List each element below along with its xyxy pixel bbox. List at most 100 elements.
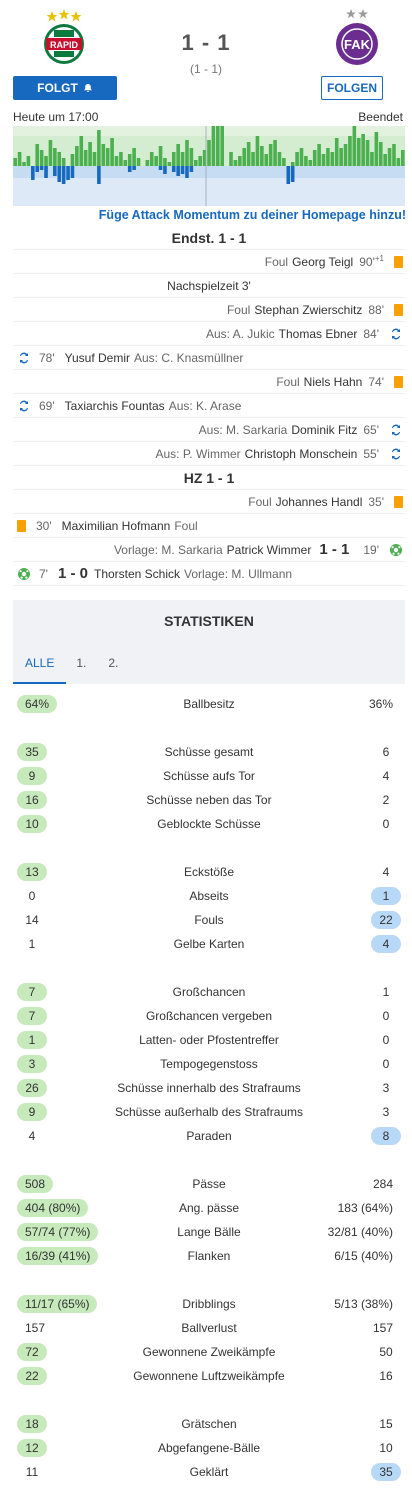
event-extra-time: +1: [374, 254, 384, 263]
momentum-home-bar: [48, 140, 53, 166]
statistics-panel: STATISTIKEN ALLE 1. 2. 64% Ballbesitz 36% 3…: [12, 600, 405, 1484]
stat-label: Grätschen: [181, 1417, 237, 1431]
event-row: Foul Niels Hahn 74': [13, 370, 405, 394]
stat-row: 3 Tempogegenstoss 0: [13, 1052, 405, 1076]
stat-row: 16/39 (41%) Flanken 6/15 (40%): [13, 1244, 405, 1268]
rapid-logo-icon[interactable]: RAPID: [32, 8, 96, 66]
stat-home-value: 64%: [17, 695, 58, 713]
tab-all[interactable]: ALLE: [12, 642, 67, 684]
tab-second-half[interactable]: 2.: [108, 656, 119, 670]
tab-first-half[interactable]: 1.: [76, 656, 87, 670]
substitution-icon: [389, 423, 403, 437]
momentum-away-bar: [35, 166, 40, 172]
event-row: Foul Johannes Handl 35': [13, 490, 405, 514]
stat-label: Geblockte Schüsse: [157, 817, 261, 831]
momentum-home-bar: [365, 140, 370, 166]
substitution-icon: [17, 399, 31, 413]
stat-label: Schüsse aufs Tor: [163, 769, 255, 783]
momentum-home-bar: [378, 142, 383, 166]
momentum-away-bar: [132, 166, 136, 170]
momentum-away-bar: [70, 166, 75, 178]
event-player: Georg Teigl: [292, 254, 354, 269]
stat-label: Fouls: [194, 913, 224, 927]
momentum-home-bar: [229, 152, 233, 166]
stat-home-value: 1: [17, 1031, 47, 1049]
momentum-away-bar: [185, 166, 189, 178]
stat-row: 11/17 (65%) Dribblings 5/13 (38%): [13, 1292, 405, 1316]
momentum-home-bar: [339, 148, 343, 166]
momentum-home-bar: [176, 144, 180, 166]
momentum-home-bar: [251, 152, 255, 166]
stat-row: 18 Grätschen 15: [13, 1412, 405, 1436]
attack-momentum-graph[interactable]: [13, 126, 405, 206]
stat-away-value: 36%: [368, 697, 393, 711]
event-minute: 90'+1: [359, 254, 384, 269]
stat-away-value: 8: [371, 1127, 401, 1145]
away-follow-button[interactable]: FOLGEN: [321, 76, 383, 100]
momentum-home-bar: [132, 148, 136, 166]
final-score: 1 - 1: [181, 30, 231, 55]
stat-home-value: 7: [17, 1007, 47, 1025]
event-minute: 30': [36, 518, 52, 533]
stat-label: Latten- oder Pfostentreffer: [139, 1033, 279, 1047]
stat-home-value: 18: [17, 1415, 47, 1433]
momentum-home-bar: [282, 158, 286, 166]
statistics-body: 64% Ballbesitz 36% 35 Schüsse gesamt 6 9 Schüss…: [13, 684, 405, 1484]
event-player: Thomas Ebner: [278, 326, 358, 341]
stat-row: 9 Schüsse aufs Tor 4: [13, 764, 405, 788]
stat-home-value: 72: [17, 1343, 47, 1361]
momentum-home-bar: [17, 152, 22, 166]
event-player: Maximilian Hofmann: [61, 518, 171, 533]
stat-home-value: 11/17 (65%): [17, 1295, 98, 1313]
momentum-home-bar: [308, 160, 313, 166]
stat-home-value: 1: [28, 937, 36, 951]
momentum-home-bar: [348, 136, 352, 166]
event-detail: Foul: [174, 518, 198, 533]
stat-row: 4 Paraden 8: [13, 1124, 405, 1148]
momentum-home-bar: [88, 142, 92, 166]
event-detail: Foul: [226, 302, 251, 317]
momentum-home-bar: [97, 130, 101, 166]
stat-row: 13 Eckstöße 4: [13, 860, 405, 884]
momentum-home-bar: [149, 152, 154, 166]
event-row: 7' 1 - 0 Thorsten Schick Vorlage: M. Ullman…: [13, 562, 405, 586]
halftime-score: (1 - 1): [189, 62, 222, 76]
event-row: Vorlage: M. Sarkaria Patrick Wimmer 1 - 1 1…: [13, 538, 405, 562]
stat-home-value: 404 (80%): [17, 1199, 89, 1217]
event-minute: 88': [368, 302, 384, 317]
yellow-card-icon: [394, 375, 403, 388]
stat-group-spacer: [13, 836, 405, 860]
momentum-homepage-link[interactable]: Füge Attack Momentum zu deiner Homepage …: [98, 208, 406, 222]
stat-away-value: 6: [382, 745, 390, 759]
momentum-home-bar: [167, 162, 172, 166]
momentum-home-bar: [321, 154, 326, 166]
momentum-home-bar: [317, 144, 321, 166]
stat-label: Gelbe Karten: [173, 937, 245, 951]
event-player: Taxiarchis Fountas: [64, 398, 165, 413]
stat-row: 16 Schüsse neben das Tor 2: [13, 788, 405, 812]
momentum-home-bar: [105, 148, 110, 166]
event-player: Stephan Zwierschitz: [254, 302, 363, 317]
stat-away-value: 22: [371, 911, 401, 929]
stat-group-spacer: [13, 956, 405, 980]
stat-home-value: 10: [17, 815, 47, 833]
momentum-home-bar: [185, 140, 189, 166]
momentum-home-bar: [401, 150, 405, 166]
event-section-title: HZ 1 - 1: [183, 469, 235, 486]
event-row: Foul Stephan Zwierschitz 88': [13, 298, 405, 322]
momentum-away-bar: [66, 166, 70, 180]
momentum-home-bar: [273, 140, 277, 166]
stat-label: Dribblings: [182, 1297, 236, 1311]
momentum-home-bar: [211, 126, 216, 166]
stat-home-value: 4: [28, 1129, 36, 1143]
svg-text:RAPID: RAPID: [50, 40, 79, 50]
yellow-card-icon: [394, 303, 403, 316]
event-detail: Aus: K. Arase: [168, 398, 242, 413]
event-minute: 55': [363, 446, 379, 461]
austria-logo-icon[interactable]: FAK: [325, 8, 389, 66]
stat-away-value: 1: [382, 985, 390, 999]
home-follow-button[interactable]: FOLGT: [13, 76, 117, 100]
stat-label: Abseits: [189, 889, 229, 903]
yellow-card-icon: [17, 519, 26, 532]
stat-away-value: 50: [379, 1345, 393, 1359]
